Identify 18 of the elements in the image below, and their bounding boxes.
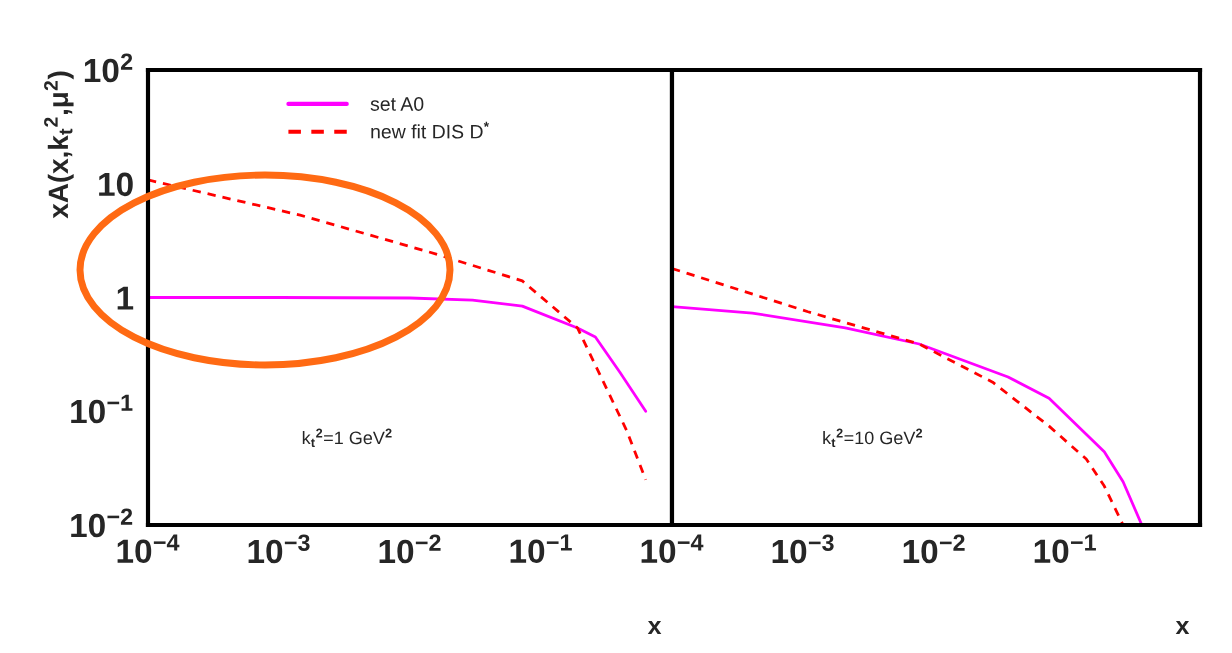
x-tick-label: 10$^{−4}$ (641, 534, 704, 564)
y-tick-label: 10$^{2}$ (84, 53, 133, 83)
x-tick-label: 10$^{−2}$ (379, 534, 441, 564)
x-axis-title: x (647, 620, 662, 635)
y-tick-label: 1 (117, 286, 134, 310)
annotation: k$_{t}$$^{2}$=10 GeV$^{2}$ (823, 428, 923, 448)
x-tick-label: 10$^{−1}$ (1034, 534, 1096, 564)
x-tick-label: 10$^{−3}$ (772, 534, 834, 564)
x-tick-label: 10$^{−3}$ (248, 534, 310, 564)
x-axis-title: x (1175, 620, 1190, 635)
legend-label: new fit DIS D$^{*}$ (371, 121, 489, 139)
x-tick-label: 10$^{−2}$ (903, 534, 965, 564)
y-tick-label: 10 (99, 172, 133, 197)
annotation: k$_{t}$$^{2}$=1 GeV$^{2}$ (302, 428, 392, 448)
legend-label: set A0 (370, 97, 424, 111)
y-tick-label: 10$^{−1}$ (71, 394, 133, 424)
y-axis-title: xA(x,k$_{t}$$^{2}$,μ$^{2}$) (44, 71, 74, 219)
x-tick-label: 10$^{−1}$ (510, 534, 572, 564)
